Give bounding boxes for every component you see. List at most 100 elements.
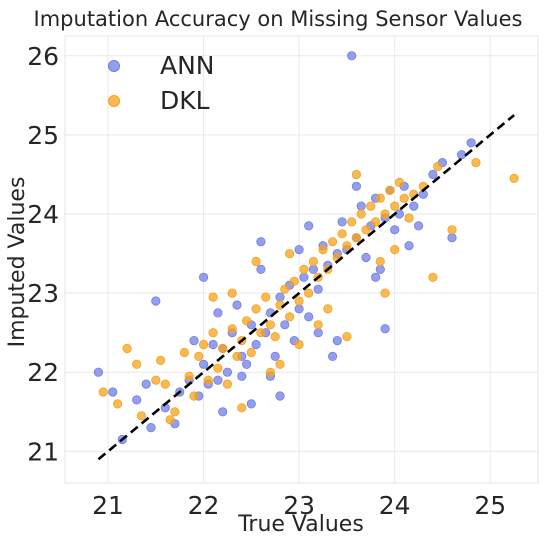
data-point-ann: [413, 221, 424, 231]
data-point-ann: [351, 181, 361, 191]
data-point-dkl: [189, 391, 199, 401]
data-point-ann: [237, 371, 247, 381]
x-tick-label: 24: [379, 491, 411, 520]
data-point-ann: [361, 252, 371, 263]
data-point-dkl: [294, 296, 304, 306]
data-point-dkl: [261, 292, 271, 302]
data-point-dkl: [399, 193, 409, 203]
data-point-ann: [466, 138, 476, 148]
data-point-dkl: [375, 256, 385, 267]
data-point-dkl: [361, 225, 371, 235]
y-tick-label: 23: [27, 279, 59, 308]
data-point-ann: [370, 272, 381, 282]
data-point-dkl: [471, 158, 481, 168]
data-point-dkl: [351, 233, 361, 243]
data-point-dkl: [265, 367, 275, 377]
legend: ANN DKL: [108, 51, 215, 115]
data-point-dkl: [289, 276, 299, 286]
reference-line: [97, 114, 515, 461]
data-point-dkl: [390, 201, 400, 211]
data-point-dkl: [394, 177, 404, 187]
data-point-dkl: [284, 249, 295, 259]
chart-title: Imputation Accuracy on Missing Sensor Va…: [34, 7, 523, 31]
grid: [65, 36, 538, 483]
data-point-dkl: [447, 225, 457, 235]
legend-marker-dkl: [108, 95, 120, 107]
data-point-ann: [232, 300, 242, 310]
data-point-dkl: [318, 245, 328, 255]
x-tick-label: 22: [188, 491, 220, 520]
data-point-dkl: [390, 245, 400, 255]
data-point-ann: [299, 272, 309, 282]
data-point-dkl: [337, 229, 347, 239]
data-point-ann: [199, 359, 209, 369]
data-point-dkl: [213, 363, 223, 373]
data-point-dkl: [299, 264, 309, 274]
data-point-dkl: [170, 407, 180, 417]
data-point-dkl: [313, 320, 323, 330]
data-point-ann: [93, 367, 104, 377]
data-point-ann: [218, 407, 228, 417]
data-point-ann: [409, 201, 419, 211]
legend-label-ann: ANN: [160, 51, 215, 80]
data-point-dkl: [275, 359, 285, 369]
data-point-ann: [304, 221, 314, 231]
data-point-ann: [313, 328, 323, 338]
data-point-dkl: [385, 185, 395, 195]
data-point-dkl: [199, 339, 209, 350]
x-tick-label: 23: [283, 491, 315, 520]
data-point-dkl: [270, 331, 280, 342]
legend-marker-ann: [108, 60, 120, 72]
data-point-dkl: [227, 324, 237, 334]
data-point-dkl: [351, 169, 361, 180]
data-point-dkl: [308, 256, 318, 267]
data-point-ann: [294, 304, 304, 314]
data-point-ann: [275, 292, 285, 302]
data-point-ann: [428, 169, 438, 180]
y-tick-label: 25: [27, 121, 59, 150]
data-point-ann: [337, 217, 347, 227]
data-point-ann: [242, 359, 252, 369]
y-tick-label: 24: [27, 200, 59, 229]
data-point-dkl: [246, 347, 256, 358]
data-point-dkl: [122, 343, 132, 354]
data-point-ann: [270, 351, 280, 361]
data-point-dkl: [98, 387, 108, 397]
data-point-dkl: [113, 399, 123, 409]
data-point-dkl: [404, 213, 414, 223]
data-point-dkl: [370, 217, 381, 227]
data-point-dkl: [222, 379, 232, 389]
data-point-dkl: [227, 288, 237, 298]
data-point-dkl: [208, 292, 218, 302]
data-point-dkl: [179, 347, 189, 358]
data-point-ann: [132, 395, 142, 405]
data-point-dkl: [156, 355, 166, 365]
data-point-dkl: [366, 201, 376, 211]
x-tick-label: 21: [92, 491, 124, 520]
data-point-dkl: [509, 173, 519, 183]
data-point-ann: [141, 379, 151, 389]
data-point-dkl: [284, 312, 295, 322]
data-point-dkl: [251, 256, 261, 267]
data-point-dkl: [428, 272, 438, 282]
y-axis-label: Imputed Values: [5, 177, 30, 348]
data-point-dkl: [232, 351, 242, 361]
data-point-ann: [308, 264, 318, 274]
x-tick-label: 25: [474, 491, 506, 520]
data-point-dkl: [194, 351, 204, 361]
data-point-ann: [208, 339, 218, 350]
data-point-dkl: [294, 339, 304, 350]
data-point-ann: [213, 375, 223, 385]
data-point-dkl: [132, 359, 142, 369]
data-point-dkl: [184, 371, 194, 381]
data-point-ann: [256, 237, 266, 247]
data-point-dkl: [323, 304, 333, 314]
y-tick-label: 21: [27, 437, 59, 466]
data-point-ann: [213, 308, 223, 318]
data-points: [93, 51, 519, 445]
data-point-dkl: [433, 161, 443, 172]
data-point-ann: [356, 201, 366, 211]
data-point-dkl: [251, 304, 261, 314]
data-point-dkl: [280, 284, 290, 294]
y-tick-label: 22: [27, 358, 59, 387]
